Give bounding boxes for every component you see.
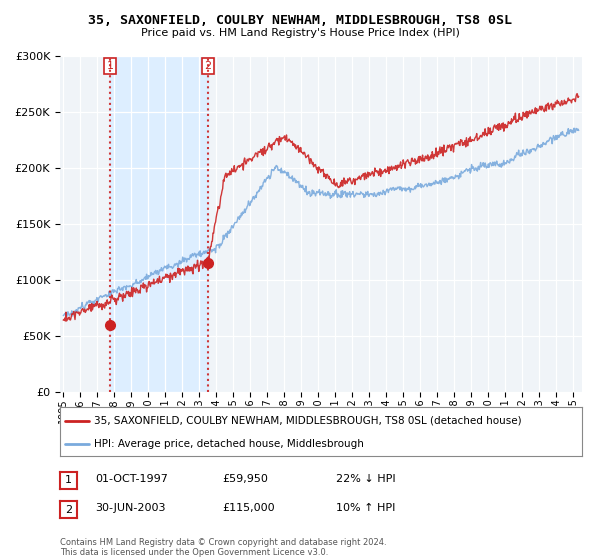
Text: 1: 1 [65, 475, 72, 486]
Text: Price paid vs. HM Land Registry's House Price Index (HPI): Price paid vs. HM Land Registry's House … [140, 28, 460, 38]
Text: 2: 2 [205, 61, 211, 71]
Text: 22% ↓ HPI: 22% ↓ HPI [336, 474, 395, 484]
Text: £59,950: £59,950 [222, 474, 268, 484]
Text: £115,000: £115,000 [222, 503, 275, 513]
Text: 35, SAXONFIELD, COULBY NEWHAM, MIDDLESBROUGH, TS8 0SL: 35, SAXONFIELD, COULBY NEWHAM, MIDDLESBR… [88, 14, 512, 27]
Text: 30-JUN-2003: 30-JUN-2003 [95, 503, 166, 513]
Text: 2: 2 [65, 505, 72, 515]
Text: 01-OCT-1997: 01-OCT-1997 [95, 474, 167, 484]
Text: 10% ↑ HPI: 10% ↑ HPI [336, 503, 395, 513]
Text: 1: 1 [107, 61, 113, 71]
Text: 35, SAXONFIELD, COULBY NEWHAM, MIDDLESBROUGH, TS8 0SL (detached house): 35, SAXONFIELD, COULBY NEWHAM, MIDDLESBR… [94, 416, 521, 426]
Text: Contains HM Land Registry data © Crown copyright and database right 2024.
This d: Contains HM Land Registry data © Crown c… [60, 538, 386, 557]
Text: HPI: Average price, detached house, Middlesbrough: HPI: Average price, detached house, Midd… [94, 439, 364, 449]
Bar [110, 56, 208, 392]
